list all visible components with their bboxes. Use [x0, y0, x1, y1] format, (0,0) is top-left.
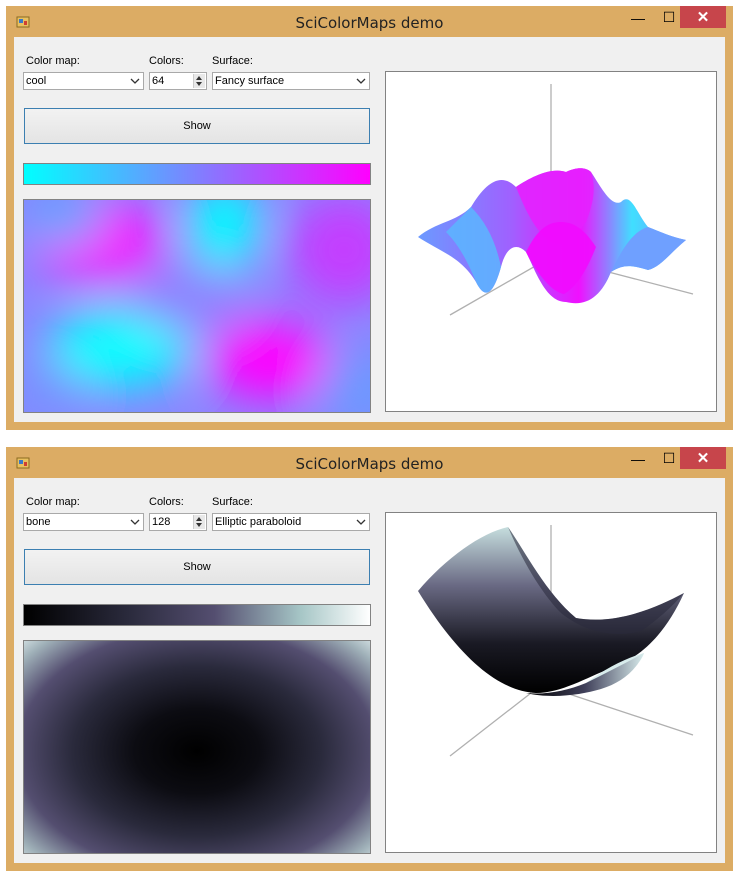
minimize-button[interactable]: — — [631, 450, 645, 467]
surface-select[interactable]: Elliptic paraboloid — [212, 513, 370, 531]
colormap-select[interactable]: cool — [23, 72, 144, 90]
stepper-up-icon[interactable] — [196, 517, 202, 521]
window-title: SciColorMaps demo — [295, 14, 444, 32]
colormap-label: Color map: — [26, 55, 80, 67]
show-button[interactable]: Show — [24, 549, 370, 585]
surface-select[interactable]: Fancy surface — [212, 72, 370, 90]
app-icon — [16, 16, 30, 28]
maximize-button[interactable]: ☐ — [662, 9, 676, 25]
stepper-down-icon[interactable] — [196, 82, 202, 86]
show-button[interactable]: Show — [24, 108, 370, 144]
stepper-arrows[interactable] — [193, 74, 205, 88]
surface-label: Surface: — [212, 55, 253, 67]
close-button[interactable]: ✕ — [680, 6, 726, 28]
colors-stepper[interactable]: 128 — [149, 513, 207, 531]
colormap-select-value: cool — [26, 75, 47, 87]
chevron-down-icon — [356, 78, 366, 84]
surface-select-value: Elliptic paraboloid — [215, 516, 302, 528]
stepper-down-icon[interactable] — [196, 523, 202, 527]
colors-label: Colors: — [149, 55, 184, 67]
surface-label: Surface: — [212, 496, 253, 508]
app-icon — [16, 457, 30, 469]
colormap-bar — [23, 604, 371, 626]
stepper-arrows[interactable] — [193, 515, 205, 529]
colormap-bar — [23, 163, 371, 185]
chevron-down-icon — [130, 78, 140, 84]
colors-stepper-value: 64 — [152, 75, 165, 87]
colormap-select-value: bone — [26, 516, 51, 528]
client-area: Color map: Colors: Surface: bone 128 Ell… — [14, 478, 725, 863]
chevron-down-icon — [356, 519, 366, 525]
surface-3d-plot[interactable] — [385, 71, 717, 412]
window-title: SciColorMaps demo — [295, 455, 444, 473]
surface-select-value: Fancy surface — [215, 75, 285, 87]
colormap-select[interactable]: bone — [23, 513, 144, 531]
heatmap-image — [23, 199, 371, 413]
stepper-up-icon[interactable] — [196, 76, 202, 80]
colormap-label: Color map: — [26, 496, 80, 508]
title-bar[interactable]: SciColorMaps demo — ☐ ✕ — [6, 6, 733, 38]
close-button[interactable]: ✕ — [680, 447, 726, 469]
maximize-button[interactable]: ☐ — [662, 450, 676, 466]
title-bar[interactable]: SciColorMaps demo — ☐ ✕ — [6, 447, 733, 479]
heatmap-image — [23, 640, 371, 854]
colors-label: Colors: — [149, 496, 184, 508]
app-window: SciColorMaps demo — ☐ ✕ Color map: Color… — [6, 447, 733, 871]
minimize-button[interactable]: — — [631, 9, 645, 26]
colors-stepper[interactable]: 64 — [149, 72, 207, 90]
client-area: Color map: Colors: Surface: cool 64 Fanc… — [14, 37, 725, 422]
chevron-down-icon — [130, 519, 140, 525]
app-window: SciColorMaps demo — ☐ ✕ Color map: Color… — [6, 6, 733, 430]
colors-stepper-value: 128 — [152, 516, 171, 528]
surface-3d-plot[interactable] — [385, 512, 717, 853]
